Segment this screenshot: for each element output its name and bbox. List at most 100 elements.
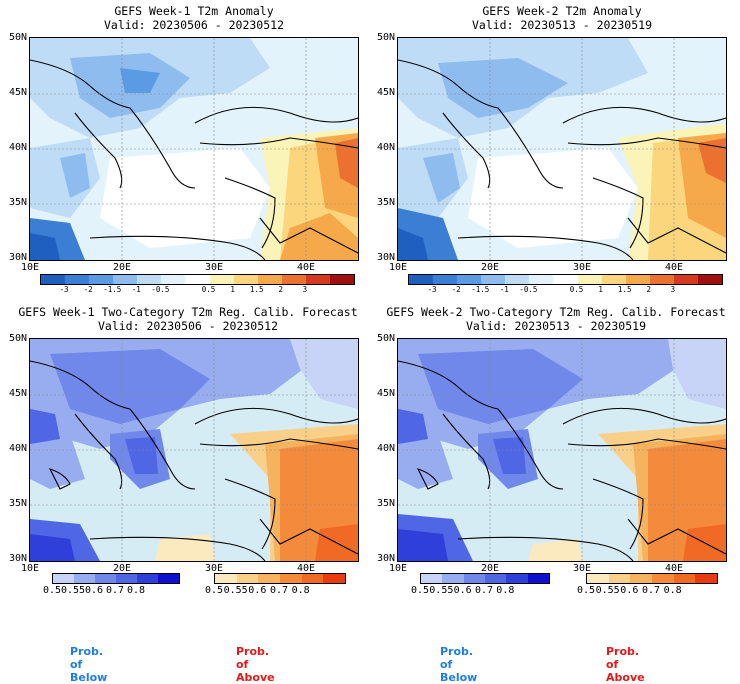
colorbar-tick-label: 0.7 xyxy=(474,585,494,596)
lat-label: 45N xyxy=(376,388,395,399)
lon-label: 10E xyxy=(389,563,408,574)
lon-label: 30E xyxy=(205,262,224,273)
colorbar-tick-label: -2 xyxy=(451,285,461,294)
colorbar-tick-label: 0.8 xyxy=(663,585,682,596)
colorbar-tick-label: 2 xyxy=(278,285,284,294)
colorbar-tick-label: 0.6 xyxy=(84,585,104,596)
colorbar-swatch xyxy=(649,275,674,284)
colorbar-tick-label: 0.7 xyxy=(269,585,289,596)
colorbar-tick-label: 0.6 xyxy=(453,585,472,596)
lat-label: 40N xyxy=(8,443,27,454)
colorbar-swatch xyxy=(553,275,578,284)
anomaly-map-week2 xyxy=(397,37,727,261)
lon-label: 20E xyxy=(113,563,132,574)
colorbar-tick-label: 2 xyxy=(646,285,652,294)
colorbar-tick-label: 0.6 xyxy=(248,585,267,596)
colorbar-swatch xyxy=(258,574,281,583)
lon-label: 30E xyxy=(205,563,224,574)
prob-below-label: Prob. of Below xyxy=(440,645,478,684)
colorbar-tick-label: 0.5 xyxy=(201,285,216,294)
colorbar-swatch xyxy=(506,574,528,583)
colorbar-swatch xyxy=(113,275,138,284)
panel-valid-dates: Valid: 20230513 - 20230519 xyxy=(471,18,652,32)
colorbar-swatch xyxy=(209,275,234,284)
colorbar-tick-label: -2 xyxy=(83,285,93,294)
colorbar-swatch xyxy=(697,275,723,284)
lon-label: 10E xyxy=(21,563,40,574)
colorbar-swatch xyxy=(137,574,158,583)
colorbar-swatch xyxy=(305,275,330,284)
colorbar-swatch xyxy=(185,275,210,284)
colorbar-swatch xyxy=(695,574,718,583)
below-colorbar xyxy=(420,573,550,584)
colorbar-swatch xyxy=(53,574,74,583)
colorbar-swatch xyxy=(457,275,482,284)
lat-label: 30N xyxy=(8,252,27,263)
lat-label: 45N xyxy=(8,87,27,98)
colorbar-swatch xyxy=(630,574,653,583)
colorbar-tick-label: 0.55 xyxy=(223,585,248,596)
above-colorbar xyxy=(214,573,346,584)
colorbar-swatch xyxy=(236,574,259,583)
panel-title: GEFS Week-2 T2m Anomaly xyxy=(482,4,642,18)
panel-valid-dates: Valid: 20230513 - 20230519 xyxy=(465,319,646,333)
colorbar-tick-label: 0.8 xyxy=(291,585,310,596)
colorbar-tick-label: -0.5 xyxy=(151,285,170,294)
colorbar-tick-label: 0.6 xyxy=(620,585,639,596)
prob-above-label: Prob. of Above xyxy=(606,645,645,684)
colorbar-swatch xyxy=(323,574,346,583)
colorbar-tick-label: 1 xyxy=(230,285,235,294)
below-colorbar xyxy=(52,573,180,584)
lon-label: 40E xyxy=(665,262,684,273)
colorbar-tick-label: 0.55 xyxy=(429,585,454,596)
colorbar-tick-label: 0.55 xyxy=(595,585,620,596)
colorbar-tick-label: 3 xyxy=(302,285,308,294)
colorbar-tick-label: -3 xyxy=(427,285,437,294)
colorbar-tick-label: 1.5 xyxy=(249,285,264,294)
colorbar-swatch xyxy=(89,275,114,284)
colorbar-tick-label: -1.5 xyxy=(103,285,122,294)
colorbar-tick-label: 0.5 xyxy=(576,585,596,596)
colorbar-swatch xyxy=(577,275,602,284)
colorbar-swatch xyxy=(433,275,458,284)
anomaly-colorbar xyxy=(408,274,723,285)
colorbar-tick-label: 3 xyxy=(670,285,676,294)
probability-map-svg xyxy=(398,339,726,561)
colorbar-swatch xyxy=(301,574,324,583)
colorbar-tick-label: 0.5 xyxy=(410,585,430,596)
colorbar-swatch xyxy=(137,275,162,284)
lon-label: 30E xyxy=(573,563,592,574)
colorbar-swatch xyxy=(329,275,355,284)
colorbar-tick-label: -0.5 xyxy=(519,285,538,294)
prob-below-label: Prob. of Below xyxy=(70,645,108,684)
colorbar-swatch xyxy=(673,275,698,284)
lon-label: 20E xyxy=(481,262,500,273)
panel-title: GEFS Week-2 Two-Category T2m Reg. Calib.… xyxy=(386,305,726,319)
colorbar-swatch xyxy=(529,275,554,284)
lat-label: 45N xyxy=(376,87,395,98)
lon-label: 20E xyxy=(113,262,132,273)
lon-label: 40E xyxy=(297,262,316,273)
lat-label: 35N xyxy=(8,197,27,208)
colorbar-tick-label: 0.5 xyxy=(42,585,62,596)
lon-label: 10E xyxy=(389,262,408,273)
colorbar-swatch xyxy=(673,574,696,583)
lat-label: 50N xyxy=(376,333,395,344)
lat-label: 40N xyxy=(8,142,27,153)
colorbar-swatch xyxy=(527,574,549,583)
colorbar-tick-label: -1 xyxy=(499,285,509,294)
anomaly-map-svg xyxy=(398,38,726,260)
lat-label: 35N xyxy=(376,498,395,509)
colorbar-swatch xyxy=(421,574,443,583)
probability-map-svg xyxy=(30,339,358,561)
colorbar-swatch xyxy=(215,574,237,583)
colorbar-swatch xyxy=(257,275,282,284)
colorbar-swatch xyxy=(601,275,626,284)
lat-label: 30N xyxy=(376,553,395,564)
colorbar-swatch xyxy=(484,574,507,583)
colorbar-swatch xyxy=(587,574,609,583)
colorbar-tick-label: 1 xyxy=(598,285,603,294)
colorbar-swatch xyxy=(625,275,650,284)
colorbar-swatch xyxy=(65,275,90,284)
colorbar-swatch xyxy=(233,275,258,284)
